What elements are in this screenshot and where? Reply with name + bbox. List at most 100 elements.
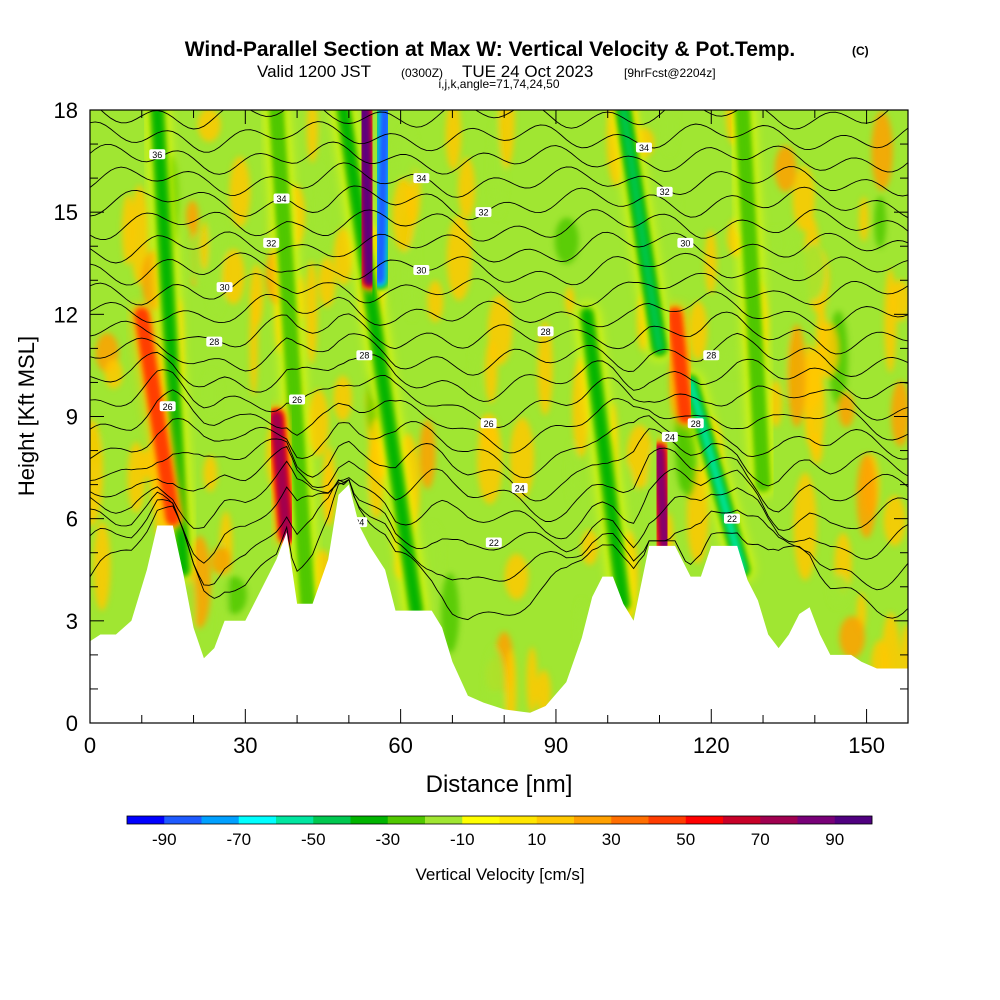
isentrope-line [90, 252, 908, 286]
y-tick-label: 12 [54, 302, 78, 327]
isentrope-label: 28 [687, 418, 704, 429]
updraft-band [354, 110, 380, 291]
isentrope-line [90, 291, 908, 331]
x-tick-label: 30 [233, 733, 257, 758]
updraft-core [137, 310, 177, 523]
colorbar-tick-label: -50 [301, 830, 326, 849]
field-patch [458, 157, 476, 220]
colorbar-swatch [238, 816, 277, 824]
field-patch [186, 232, 213, 283]
y-tick-label: 18 [54, 98, 78, 123]
isentrope-label: 26 [289, 394, 306, 405]
isentrope-label: 26 [159, 401, 176, 412]
isentrope-label: 32 [263, 237, 280, 248]
x-tick-labels: 0 30 60 90 120 150 [84, 733, 885, 758]
colorbar-tick-label: 50 [676, 830, 695, 849]
field-patch [229, 156, 251, 228]
chart-title-suffix: (C) [852, 44, 869, 58]
field-patch [93, 521, 111, 611]
svg-text:32: 32 [266, 238, 276, 248]
field-patch [526, 646, 538, 714]
field-patch [130, 185, 149, 286]
colorbar-swatch [797, 816, 836, 824]
field-patch [504, 553, 529, 600]
y-axis-label: Height [Kft MSL] [14, 336, 39, 496]
isentrope-label: 28 [537, 326, 554, 337]
x-tick-label: 150 [848, 733, 885, 758]
field-patch [505, 648, 517, 723]
svg-text:28: 28 [691, 419, 701, 429]
field-patch [197, 110, 221, 142]
field-patch [564, 286, 575, 315]
colorbar-swatch [685, 816, 724, 824]
field-patch [856, 453, 877, 538]
field-patch [367, 418, 386, 520]
subtitle-forecast: [9hrFcst@2204z] [624, 66, 716, 80]
colorbar-tick-label: -70 [226, 830, 251, 849]
subtitle-date: TUE 24 Oct 2023 [462, 62, 593, 81]
field-patch [828, 574, 850, 608]
downdraft-band [333, 110, 427, 621]
colorbar-tick-label: -10 [450, 830, 475, 849]
field-patch [704, 229, 717, 294]
svg-text:30: 30 [220, 283, 230, 293]
field-patch [884, 268, 897, 373]
colorbar-swatch [723, 816, 761, 824]
field-patch [322, 446, 336, 526]
field-patch [90, 419, 103, 527]
field-patch [394, 126, 418, 188]
svg-text:28: 28 [706, 351, 716, 361]
field-patch [774, 145, 797, 192]
colorbar-swatch [574, 816, 612, 824]
svg-text:28: 28 [359, 351, 369, 361]
y-tick-label: 9 [66, 405, 78, 430]
colorbar-tick-label: 90 [825, 830, 844, 849]
colorbar-swatch [313, 816, 351, 824]
isentrope-line [90, 460, 908, 540]
plot-area: 36 34 34 34 32 32 32 30 30 30 28 28 28 28 28 26 26 26 24 24… [90, 110, 908, 723]
field-patch [419, 419, 436, 489]
svg-text:34: 34 [639, 143, 649, 153]
colorbar-swatch [164, 816, 202, 824]
field-patch [477, 417, 503, 505]
field-patch [810, 431, 823, 465]
field-patch [688, 301, 708, 360]
field-patch [200, 221, 209, 271]
isentrope-label: 28 [356, 350, 373, 361]
field-patch [626, 424, 653, 489]
field-patch [317, 177, 328, 246]
isentrope-label: 28 [703, 350, 720, 361]
field-patch [800, 244, 826, 301]
updraft-core [361, 110, 373, 284]
field-patch [441, 573, 460, 654]
svg-text:32: 32 [660, 187, 670, 197]
isentrope-line [90, 445, 908, 522]
isentrope-label: 22 [723, 513, 740, 524]
field-patch [838, 392, 855, 428]
colorbar-label: Vertical Velocity [cm/s] [415, 865, 584, 884]
field-patch [445, 110, 462, 171]
isentrope-line [90, 369, 908, 428]
field-patch [470, 340, 481, 427]
isentrope-line [90, 351, 908, 402]
svg-text:24: 24 [354, 518, 364, 528]
x-tick-label: 60 [388, 733, 412, 758]
field-patch [423, 523, 443, 586]
colorbar-tick-label: 70 [751, 830, 770, 849]
field-patch [446, 215, 472, 301]
svg-text:34: 34 [416, 174, 426, 184]
isentrope-line [90, 478, 908, 621]
colorbar-swatch [387, 816, 426, 824]
updraft-core [656, 447, 668, 549]
colorbar-swatch [127, 816, 165, 824]
isentrope-line [90, 478, 908, 591]
field-patch [392, 177, 415, 252]
svg-text:22: 22 [489, 538, 499, 548]
chart-title: Wind-Parallel Section at Max W: Vertical… [185, 38, 796, 61]
field-patch [324, 110, 334, 159]
field-patch [203, 455, 218, 492]
isentrope-label: 34 [413, 173, 430, 184]
axis-ticks [89, 109, 908, 724]
svg-text:26: 26 [163, 402, 173, 412]
